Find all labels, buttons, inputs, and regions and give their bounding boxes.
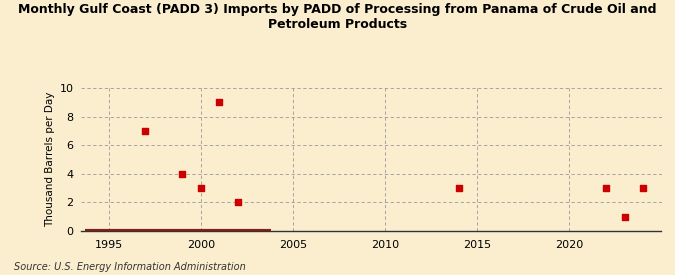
Y-axis label: Thousand Barrels per Day: Thousand Barrels per Day <box>45 92 55 227</box>
Text: Source: U.S. Energy Information Administration: Source: U.S. Energy Information Administ… <box>14 262 245 272</box>
Point <box>177 172 188 176</box>
Point <box>601 186 612 190</box>
Point <box>619 214 630 219</box>
Point <box>195 186 206 190</box>
Point <box>638 186 649 190</box>
Text: Monthly Gulf Coast (PADD 3) Imports by PADD of Processing from Panama of Crude O: Monthly Gulf Coast (PADD 3) Imports by P… <box>18 3 657 31</box>
Point <box>454 186 464 190</box>
Point <box>214 100 225 104</box>
Point <box>140 129 151 133</box>
Point <box>232 200 243 205</box>
